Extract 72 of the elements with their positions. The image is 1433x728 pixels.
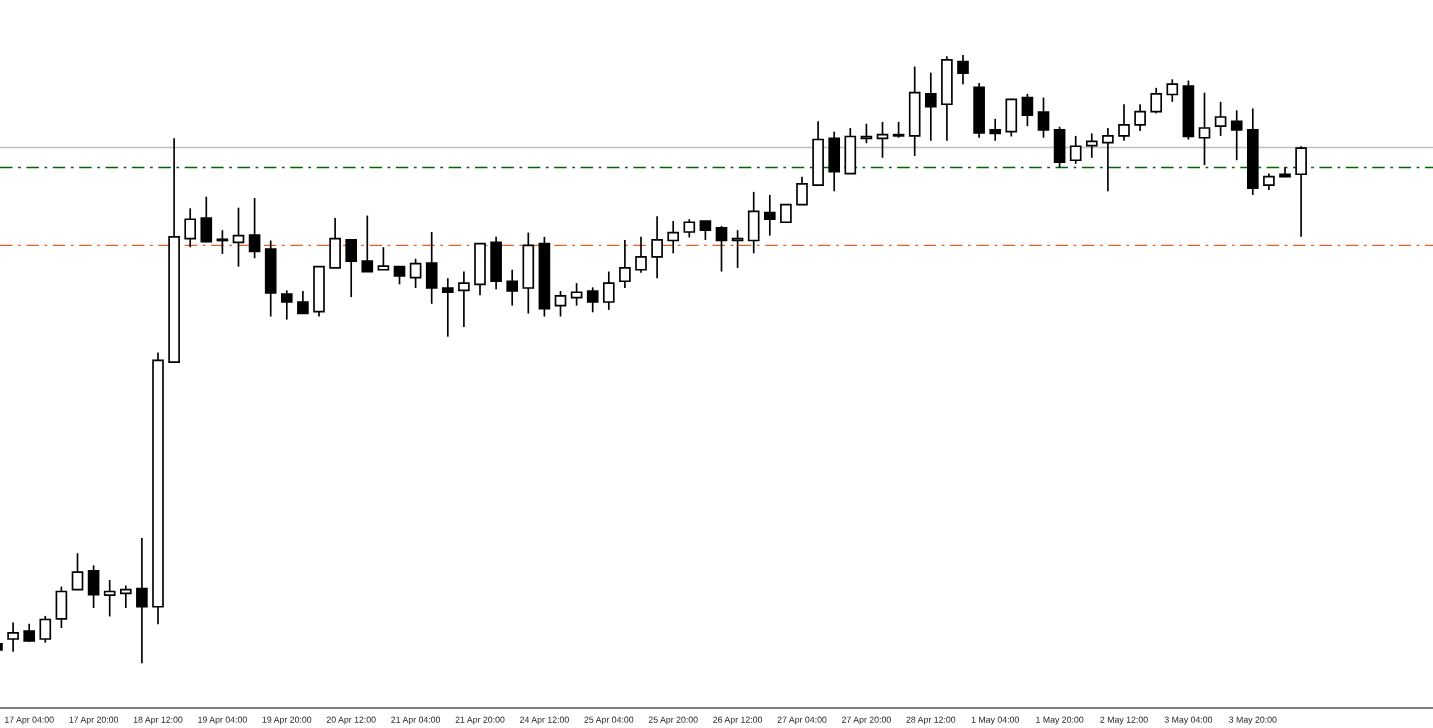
x-tick-label: 1 May 04:00 xyxy=(971,716,1019,725)
candlestick xyxy=(1102,127,1114,193)
candlestick xyxy=(1069,135,1082,165)
candlestick xyxy=(297,290,309,315)
x-tick-label: 2 May 12:00 xyxy=(1100,716,1148,725)
candlestick xyxy=(1198,91,1211,166)
candlestick xyxy=(1230,109,1243,162)
candlestick xyxy=(924,71,937,142)
candlestick xyxy=(1150,86,1163,115)
candlestick xyxy=(796,175,808,206)
x-tick-label: 18 Apr 12:00 xyxy=(133,716,183,725)
candlestick xyxy=(957,54,969,86)
candlestick xyxy=(200,195,213,244)
candlestick xyxy=(699,220,712,241)
x-tick-label: 24 Apr 12:00 xyxy=(520,716,569,725)
candlestick xyxy=(715,225,728,273)
candlestick xyxy=(280,289,293,321)
candlestick xyxy=(1134,103,1146,132)
candlestick xyxy=(506,268,519,307)
candlestick xyxy=(651,215,663,280)
x-tick-label: 17 Apr 20:00 xyxy=(69,716,119,725)
candlestick xyxy=(1037,96,1050,139)
x-tick-label: 27 Apr 20:00 xyxy=(842,716,891,725)
candlestick xyxy=(441,277,454,338)
x-tick-label: 21 Apr 20:00 xyxy=(455,716,505,725)
candlestick xyxy=(232,206,245,268)
candlestick xyxy=(989,118,1002,142)
x-tick-label: 25 Apr 04:00 xyxy=(584,716,634,725)
candlestick xyxy=(361,214,374,273)
candlestick xyxy=(683,218,696,239)
candlestick xyxy=(103,579,116,618)
x-tick-label: 1 May 20:00 xyxy=(1036,716,1084,725)
candlestick xyxy=(763,194,776,237)
candlestick xyxy=(780,203,792,224)
candlestick xyxy=(136,537,148,665)
candlestick xyxy=(248,197,261,259)
x-tick-label: 19 Apr 20:00 xyxy=(262,716,312,725)
x-tick-label: 3 May 04:00 xyxy=(1164,716,1213,725)
candlestick xyxy=(1166,78,1179,103)
candlestick xyxy=(409,257,422,289)
x-tick-label: 25 Apr 20:00 xyxy=(648,716,698,725)
x-tick-label: 17 Apr 04:00 xyxy=(5,716,54,725)
candlestick xyxy=(1085,132,1098,159)
candlestick xyxy=(71,552,84,591)
candlestick xyxy=(570,282,583,307)
x-tick-label: 3 May 20:00 xyxy=(1229,716,1277,725)
x-tick-label: 27 Apr 04:00 xyxy=(777,716,827,725)
candlestick xyxy=(1118,103,1130,142)
candlestick xyxy=(667,220,680,255)
candlestick xyxy=(586,286,599,314)
candlestick xyxy=(458,270,470,328)
candlestick xyxy=(7,621,19,653)
candlestick xyxy=(1214,100,1227,137)
x-tick-label: 21 Apr 04:00 xyxy=(391,716,441,725)
candlestick xyxy=(184,207,197,249)
x-tick-label: 19 Apr 04:00 xyxy=(198,716,247,725)
candlestick xyxy=(635,236,647,274)
candlestick xyxy=(393,265,406,286)
x-tick-label: 26 Apr 12:00 xyxy=(713,716,763,725)
candlestick xyxy=(602,270,615,311)
candlestick xyxy=(119,584,132,609)
candlestick xyxy=(87,564,100,609)
x-tick-label: 28 Apr 12:00 xyxy=(906,716,956,725)
candlestick xyxy=(377,246,390,271)
candlestick xyxy=(216,229,229,255)
candlestick xyxy=(39,615,52,644)
x-tick-label: 20 Apr 12:00 xyxy=(326,716,376,725)
candlestick xyxy=(876,121,889,159)
candlestick xyxy=(1021,93,1034,127)
candlestick xyxy=(619,239,631,289)
candlestick xyxy=(345,239,358,298)
candlestick xyxy=(554,290,567,318)
